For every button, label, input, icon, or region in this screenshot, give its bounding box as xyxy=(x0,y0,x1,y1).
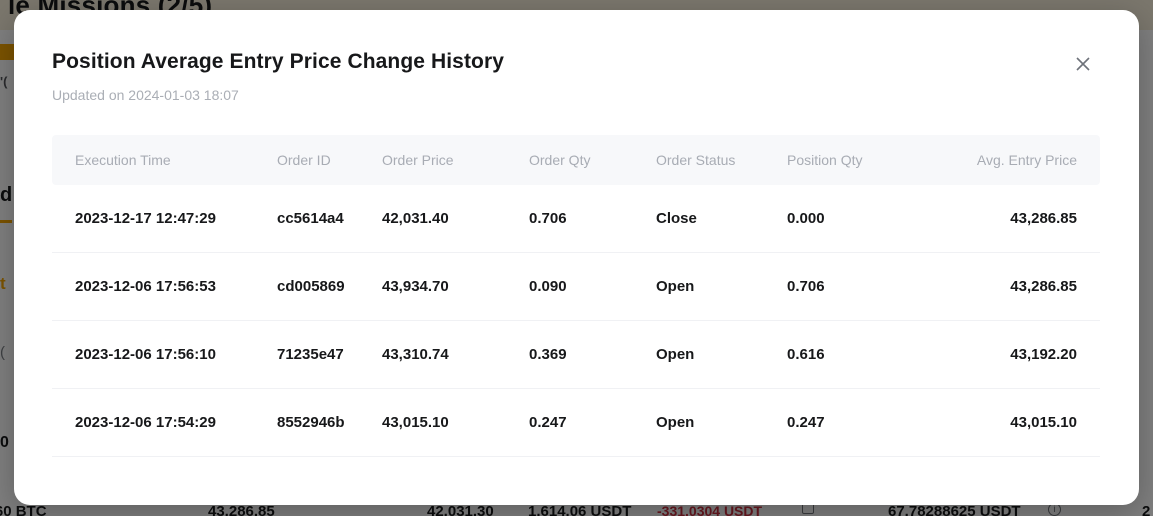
cell-order-id: 8552946b xyxy=(277,414,345,431)
cell-avg-entry-price: 43,015.10 xyxy=(1010,414,1077,431)
column-header-order-qty: Order Qty xyxy=(529,152,591,168)
cell-order-qty: 0.247 xyxy=(529,414,567,431)
cell-position-qty: 0.616 xyxy=(787,346,825,363)
cell-order-qty: 0.090 xyxy=(529,278,567,295)
close-button[interactable] xyxy=(1069,50,1097,78)
history-table: Execution Time Order ID Order Price Orde… xyxy=(52,135,1100,457)
table-header-row: Execution Time Order ID Order Price Orde… xyxy=(52,135,1100,185)
table-row: 2023-12-06 17:56:10 71235e47 43,310.74 0… xyxy=(52,321,1100,389)
cell-order-status: Open xyxy=(656,278,695,295)
cell-position-qty: 0.000 xyxy=(787,210,825,227)
column-header-execution-time: Execution Time xyxy=(75,152,171,168)
entry-price-history-modal: Position Average Entry Price Change Hist… xyxy=(14,10,1139,505)
updated-timestamp: Updated on 2024-01-03 18:07 xyxy=(52,87,239,103)
cell-order-price: 43,015.10 xyxy=(382,414,449,431)
table-row: 2023-12-06 17:54:29 8552946b 43,015.10 0… xyxy=(52,389,1100,457)
cell-order-qty: 0.369 xyxy=(529,346,567,363)
cell-position-qty: 0.706 xyxy=(787,278,825,295)
table-row: 2023-12-06 17:56:53 cd005869 43,934.70 0… xyxy=(52,253,1100,321)
cell-order-price: 43,934.70 xyxy=(382,278,449,295)
column-header-order-price: Order Price xyxy=(382,152,454,168)
column-header-order-status: Order Status xyxy=(656,152,736,168)
modal-header: Position Average Entry Price Change Hist… xyxy=(52,48,1101,74)
cell-order-status: Open xyxy=(656,346,695,363)
cell-order-price: 43,310.74 xyxy=(382,346,449,363)
cell-execution-time: 2023-12-06 17:54:29 xyxy=(75,414,216,431)
cell-order-id: 71235e47 xyxy=(277,346,344,363)
cell-order-id: cd005869 xyxy=(277,278,345,295)
cell-execution-time: 2023-12-17 12:47:29 xyxy=(75,210,216,227)
cell-execution-time: 2023-12-06 17:56:53 xyxy=(75,278,216,295)
table-row: 2023-12-17 12:47:29 cc5614a4 42,031.40 0… xyxy=(52,185,1100,253)
cell-position-qty: 0.247 xyxy=(787,414,825,431)
cell-order-status: Open xyxy=(656,414,695,431)
cell-avg-entry-price: 43,192.20 xyxy=(1010,346,1077,363)
column-header-order-id: Order ID xyxy=(277,152,331,168)
cell-execution-time: 2023-12-06 17:56:10 xyxy=(75,346,216,363)
close-icon xyxy=(1073,54,1093,74)
column-header-avg-entry-price: Avg. Entry Price xyxy=(976,152,1077,168)
cell-order-qty: 0.706 xyxy=(529,210,567,227)
cell-avg-entry-price: 43,286.85 xyxy=(1010,210,1077,227)
modal-title: Position Average Entry Price Change Hist… xyxy=(52,50,505,73)
cell-order-status: Close xyxy=(656,210,697,227)
cell-order-price: 42,031.40 xyxy=(382,210,449,227)
cell-avg-entry-price: 43,286.85 xyxy=(1010,278,1077,295)
column-header-position-qty: Position Qty xyxy=(787,152,863,168)
cell-order-id: cc5614a4 xyxy=(277,210,344,227)
